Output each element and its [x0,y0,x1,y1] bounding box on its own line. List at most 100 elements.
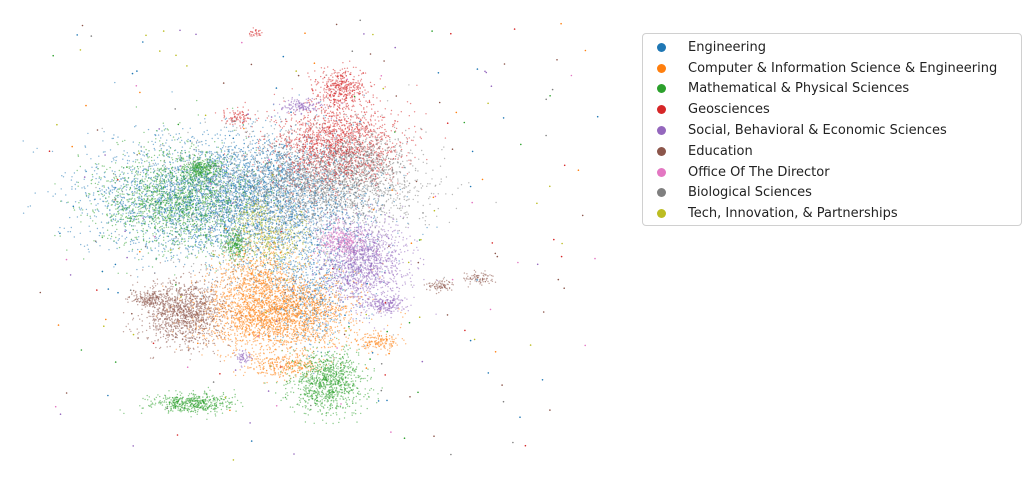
data-point [244,156,247,158]
data-point [217,137,219,140]
data-point [78,208,81,210]
data-point [192,235,195,237]
data-point [226,161,229,163]
data-point [272,204,275,207]
data-point [241,195,243,197]
data-point [292,202,295,204]
data-point [245,229,248,231]
data-point [225,166,228,169]
data-point [275,155,277,157]
data-point [83,245,86,247]
data-point [278,258,280,260]
data-point [225,216,228,219]
data-point [132,225,135,227]
data-point [310,243,313,245]
data-point [228,227,231,230]
data-point [233,167,235,169]
data-point [74,188,77,190]
data-point [252,130,255,132]
data-point [320,280,323,283]
data-point [134,174,136,176]
data-point [171,183,173,186]
data-point [310,229,312,232]
data-point [221,191,224,193]
data-point [258,183,261,185]
data-point [191,136,193,138]
data-point [252,208,254,210]
data-point [257,197,259,199]
data-point [195,190,197,193]
data-point [278,159,280,162]
data-point [177,258,179,260]
data-point [111,161,113,163]
data-point [297,190,300,192]
data-point [168,174,170,177]
data-point [198,243,200,246]
data-point [316,199,318,201]
data-point [172,248,174,250]
data-point [265,181,267,183]
data-point [290,263,292,265]
data-point [169,239,171,242]
data-point [237,206,239,209]
data-point [102,232,105,234]
data-point [253,175,255,177]
data-point [256,142,258,144]
data-point [57,231,60,233]
data-point [140,212,142,214]
data-point [151,140,153,143]
data-point [277,240,279,242]
data-point [131,172,133,175]
data-point [120,201,122,203]
data-point [84,145,86,147]
data-point [106,200,109,202]
data-point [226,235,228,238]
data-point [234,147,236,149]
data-point [304,190,306,192]
data-point [268,201,271,203]
data-point [142,255,144,258]
data-point [204,118,206,120]
data-point [154,231,156,234]
data-point [280,194,283,197]
data-point [276,269,278,271]
data-point [267,198,269,201]
data-point [133,152,135,154]
data-point [138,241,140,244]
data-point [235,134,237,136]
data-point [120,203,122,205]
data-point [301,269,303,271]
data-point [231,220,233,222]
data-point [145,243,147,246]
data-point [259,251,261,253]
data-point [134,190,136,193]
data-point [214,177,217,179]
data-point [303,233,305,236]
data-point [203,245,206,247]
data-point [314,277,316,279]
data-point [168,145,170,147]
data-point [135,214,138,217]
data-point [244,188,246,190]
data-point [81,187,83,189]
data-point [326,270,328,272]
data-point [296,221,299,223]
data-point [281,176,284,179]
data-point [365,223,367,226]
data-point [188,231,190,233]
data-point [132,202,135,204]
data-point [338,248,341,251]
data-point [133,179,135,181]
data-point [211,278,214,281]
data-point [220,179,222,182]
data-point [228,173,230,176]
data-point [191,225,193,228]
data-point [255,152,257,154]
data-point [218,184,220,186]
data-point [173,214,175,216]
data-point [320,212,322,214]
data-point [255,118,257,120]
data-point [279,206,282,208]
data-point [266,156,268,158]
data-point [251,143,253,145]
